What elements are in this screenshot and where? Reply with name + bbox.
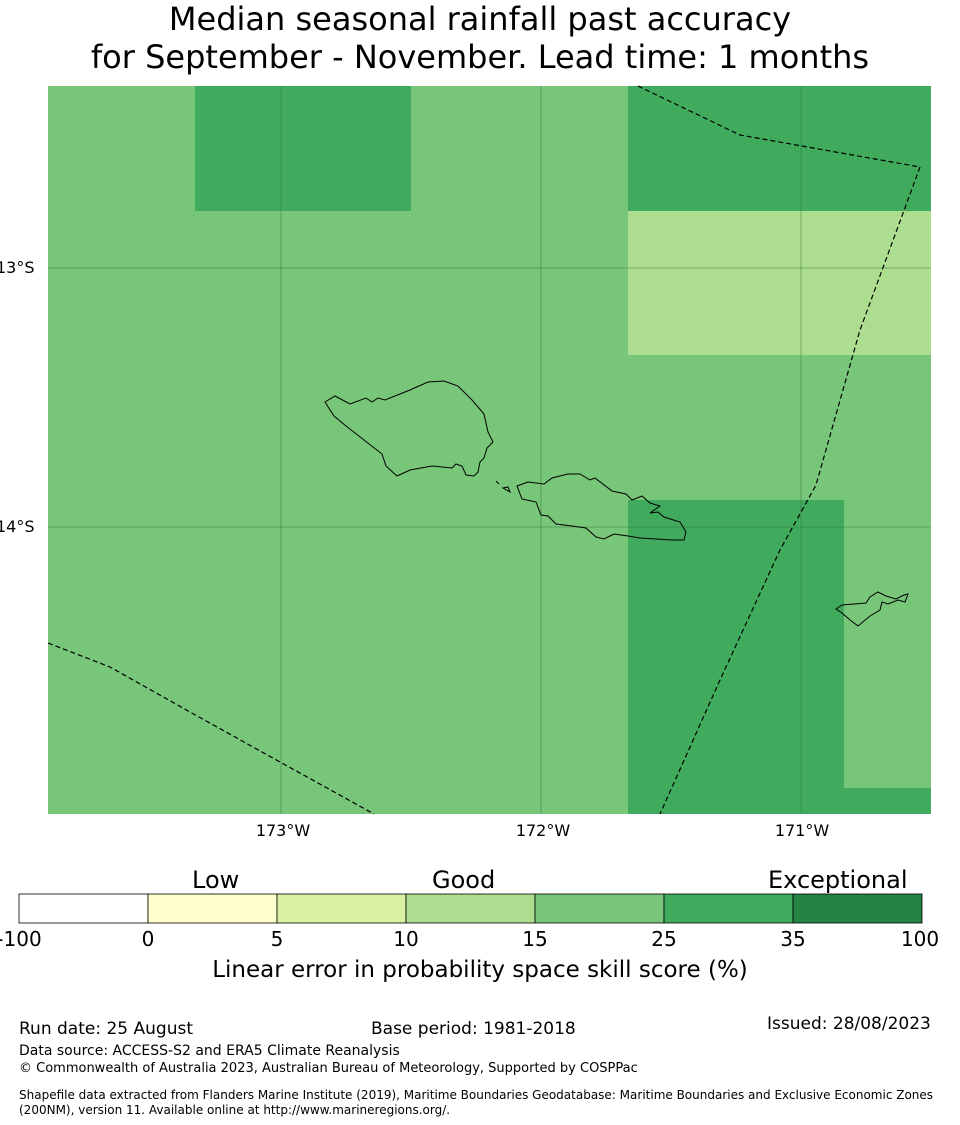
colorbar-tick: 25 — [651, 927, 677, 951]
colorbar-tick: 5 — [270, 927, 284, 951]
lon-label-172w: 172°W — [515, 821, 571, 840]
coastlines — [324, 380, 909, 627]
colorbar-tick: 35 — [780, 927, 806, 951]
issued-date: Issued: 28/08/2023 — [767, 1014, 931, 1034]
skill-cell-light — [628, 211, 931, 355]
skill-cell-top-left — [195, 86, 411, 211]
eez-boundaries — [47, 85, 921, 815]
chart-title-line-2: for September - November. Lead time: 1 m… — [90, 38, 870, 76]
category-low: Low — [192, 866, 240, 894]
colorbar-swatch-2 — [276, 893, 407, 924]
colorbar-tick: 100 — [900, 927, 940, 951]
data-source: Data source: ACCESS-S2 and ERA5 Climate … — [19, 1043, 400, 1059]
eez-boundary-southwest — [47, 642, 375, 815]
colorbar-swatch-3 — [405, 893, 536, 924]
colorbar-swatch-4 — [534, 893, 665, 924]
island-tutuila — [835, 591, 909, 627]
colorbar-tick: 15 — [522, 927, 548, 951]
colorbar-tick: 0 — [141, 927, 155, 951]
lat-label-13s: 13°S — [0, 258, 35, 277]
gridlines — [48, 86, 931, 814]
chart-title-line-1: Median seasonal rainfall past accuracy — [168, 0, 792, 38]
skill-cell-bottom-strip — [844, 788, 931, 814]
colorbar-swatch-1 — [147, 893, 278, 924]
category-good: Good — [432, 866, 496, 894]
lon-label-171w: 171°W — [774, 821, 830, 840]
skill-cell-top-right — [628, 86, 931, 211]
lon-label-173w: 173°W — [255, 821, 311, 840]
shapefile-credit-line-1: Shapefile data extracted from Flanders M… — [19, 1088, 934, 1102]
colorbar-label: Linear error in probability space skill … — [212, 957, 748, 983]
colorbar-swatch-0 — [18, 893, 149, 924]
run-date: Run date: 25 August — [19, 1019, 193, 1039]
island-apolima-manono — [495, 480, 511, 494]
colorbar-tick: 10 — [393, 927, 419, 951]
colorbar-swatch-6 — [792, 893, 923, 924]
island-savaii — [324, 380, 494, 477]
base-period: Base period: 1981-2018 — [371, 1019, 576, 1039]
island-upolu — [516, 473, 687, 541]
colorbar-swatch-5 — [663, 893, 794, 924]
eez-boundary-east — [637, 85, 921, 815]
category-exceptional: Exceptional — [768, 866, 908, 894]
lat-label-14s: 14°S — [0, 517, 35, 536]
copyright: © Commonwealth of Australia 2023, Austra… — [19, 1061, 638, 1076]
colorbar — [18, 893, 923, 924]
shapefile-credit-line-2: (200NM), version 11. Available online at… — [19, 1103, 451, 1117]
colorbar-tick: -100 — [0, 927, 42, 951]
skill-cell-bottom-right — [628, 500, 844, 814]
